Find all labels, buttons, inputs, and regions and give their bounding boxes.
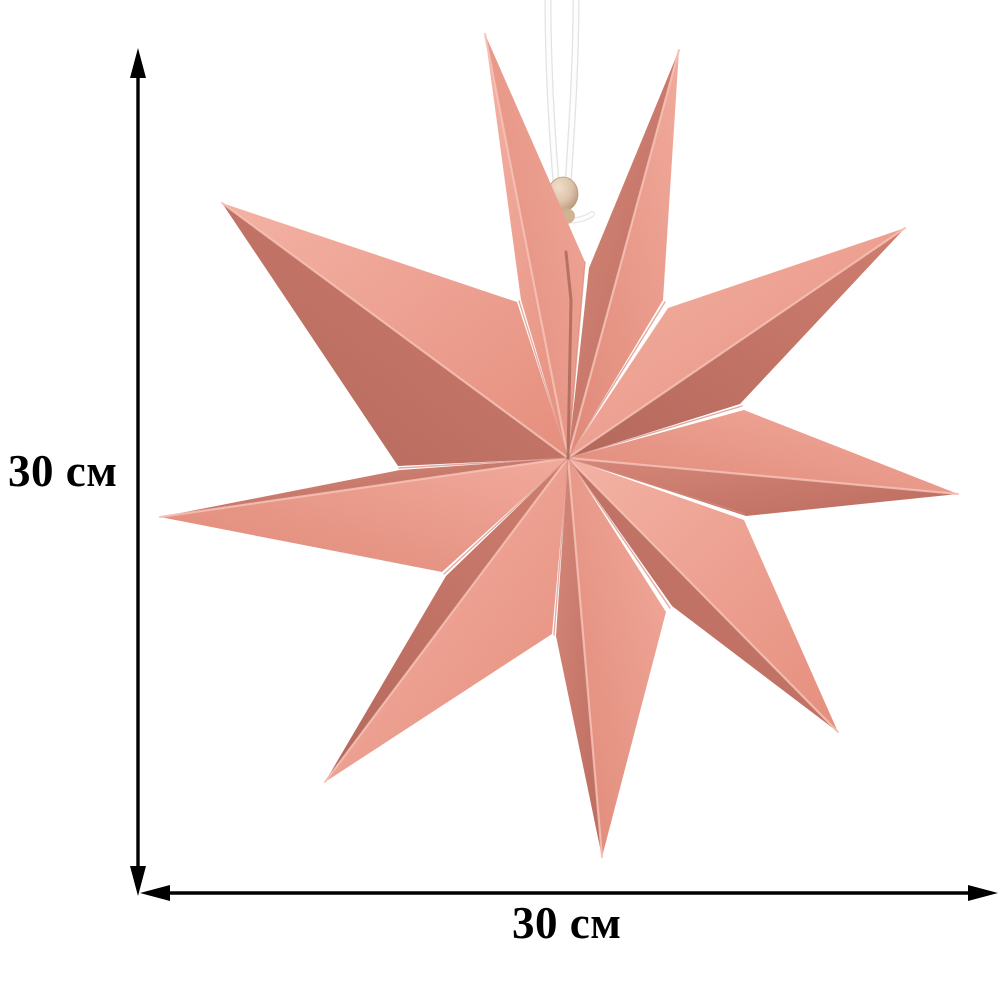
star-centre-seam bbox=[564, 250, 573, 460]
star-point-right-facet-bottom bbox=[568, 458, 958, 516]
height-dimension-arrow bbox=[130, 48, 146, 896]
star-point-left-facet-top bbox=[160, 458, 568, 572]
width-arrowhead-left bbox=[140, 885, 170, 901]
width-arrowhead-right bbox=[968, 885, 998, 901]
width-dimension-label: 30 см bbox=[512, 898, 622, 948]
star-valley-folds bbox=[398, 261, 746, 636]
star-point-bottom-facet-left bbox=[568, 458, 666, 857]
height-arrowhead-bottom bbox=[130, 866, 146, 896]
height-arrowhead-top bbox=[130, 48, 146, 78]
height-dimension-label: 30 см bbox=[8, 446, 118, 496]
dimension-annotations bbox=[130, 48, 998, 901]
width-dimension-arrow bbox=[140, 885, 998, 901]
star-point-right-facet-top bbox=[568, 410, 958, 494]
star-fold-ridges bbox=[158, 32, 960, 859]
paper-star bbox=[158, 32, 960, 859]
star-point-bottom-facet-right bbox=[556, 458, 602, 857]
star-point-top-left-facet-right bbox=[485, 34, 585, 458]
star-point-upper-left-facet-top bbox=[222, 203, 568, 466]
